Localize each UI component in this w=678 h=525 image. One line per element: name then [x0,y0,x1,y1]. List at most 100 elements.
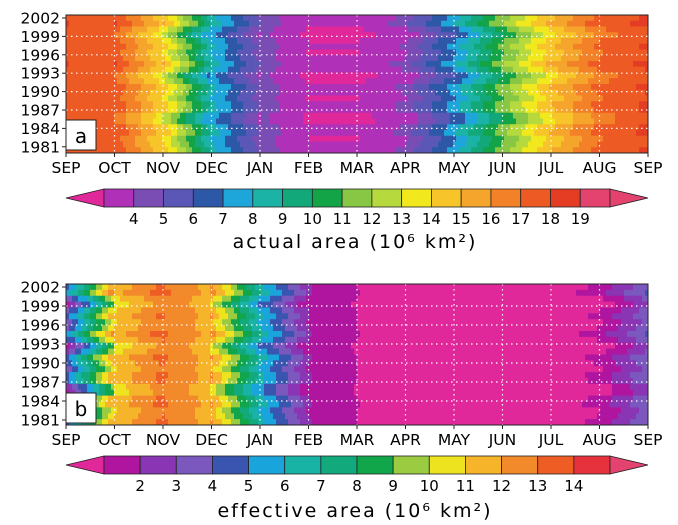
contour-cell [600,72,604,79]
contour-cell [525,112,529,120]
contour-cell [474,32,478,39]
contour-cell [561,112,565,120]
contour-cell [498,124,502,131]
contour-cell [480,130,484,137]
contour-cell [279,55,283,62]
contour-cell [393,130,397,137]
contour-cell [333,101,337,108]
contour-cell [510,112,514,120]
contour-cell [216,147,220,153]
contour-cell [267,32,271,39]
contour-cell [225,284,229,291]
contour-cell [219,20,223,28]
contour-cell [477,118,481,125]
contour-cell [555,130,559,137]
contour-cell [228,55,232,62]
contour-cell [168,135,172,143]
contour-cell [411,32,415,39]
contour-cell [474,95,478,102]
contour-cell [192,38,196,45]
contour-cell [468,43,472,51]
contour-cell [426,26,430,33]
contour-cell [504,72,508,79]
contour-cell [444,84,448,91]
contour-cell [591,95,595,102]
contour-cell [321,147,325,153]
contour-cell [579,38,583,45]
contour-cell [564,38,568,45]
contour-cell [516,118,520,125]
contour-cell [297,38,301,45]
contour-cell [465,124,469,131]
contour-cell [261,43,265,51]
contour-cell [273,20,277,28]
contour-cell [357,61,361,68]
contour-cell [282,55,286,62]
contour-cell [543,38,547,45]
contour-cell [102,95,106,102]
contour-cell [174,101,178,108]
contour-cell [393,72,397,79]
contour-cell [399,49,403,56]
contour-cell [195,130,199,137]
contour-cell [135,49,139,56]
contour-cell [621,118,625,125]
contour-cell [246,130,250,137]
contour-cell [486,107,490,114]
contour-cell [429,55,433,62]
contour-cell [174,72,178,79]
contour-cell [426,130,430,137]
contour-cell [531,26,535,33]
contour-cell [255,147,259,153]
contour-cell [582,43,586,51]
contour-cell [171,95,175,102]
contour-cell [228,20,232,28]
contour-cell [81,112,85,120]
contour-cell [633,15,637,22]
contour-cell [120,61,124,68]
contour-cell [558,43,562,51]
contour-cell [387,78,391,85]
contour-cell [234,130,238,137]
contour-cell [492,55,496,62]
contour-cell [123,284,127,291]
contour-cell [150,66,154,74]
contour-cell [168,107,172,114]
contour-cell [189,95,193,102]
contour-cell [231,20,235,28]
contour-cell [420,101,424,108]
contour-cell [549,118,553,125]
contour-cell [453,32,457,39]
contour-cell [585,124,589,131]
contour-cell [237,72,241,79]
contour-cell [198,84,202,91]
contour-cell [93,107,97,114]
contour-cell [576,55,580,62]
contour-cell [237,147,241,153]
contour-cell [528,49,532,56]
contour-cell [309,26,313,33]
contour-cell [222,101,226,108]
contour-cell [222,89,226,97]
contour-cell [390,20,394,28]
contour-cell [300,55,304,62]
contour-cell [486,84,490,91]
contour-cell [213,55,217,62]
contour-cell [549,135,553,143]
contour-cell [561,130,565,137]
contour-cell [621,20,625,28]
contour-cell [288,61,292,68]
contour-cell [564,89,568,97]
contour-cell [159,289,163,297]
contour-cell [123,101,127,108]
contour-cell [201,26,205,33]
contour-cell [132,147,136,153]
contour-cell [201,72,205,79]
contour-cell [621,84,625,91]
contour-cell [102,107,106,114]
contour-cell [537,101,541,108]
contour-cell [249,130,253,137]
contour-cell [462,20,466,28]
contour-cell [267,72,271,79]
contour-cell [318,26,322,33]
